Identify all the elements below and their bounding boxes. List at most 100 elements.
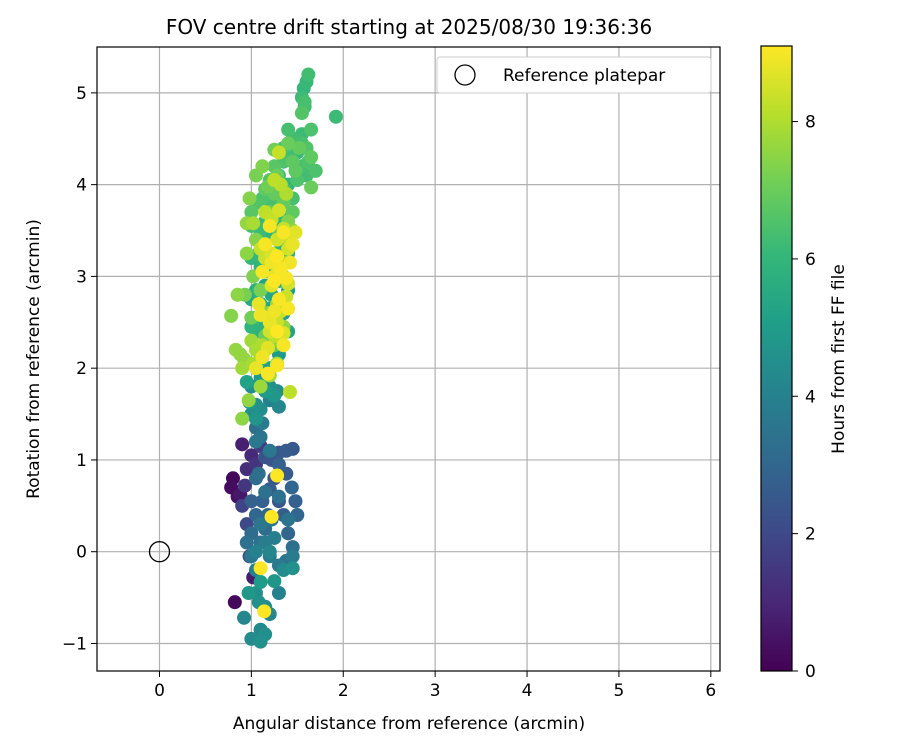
- data-point: [248, 411, 263, 426]
- data-point: [253, 379, 268, 394]
- chart-title: FOV centre drift starting at 2025/08/30 …: [166, 15, 652, 39]
- data-point: [304, 122, 319, 137]
- data-point: [271, 292, 286, 307]
- data-point: [241, 586, 256, 600]
- data-point: [244, 205, 259, 220]
- data-point: [292, 140, 307, 155]
- data-point: [271, 399, 286, 414]
- x-tick-label: 0: [154, 681, 165, 701]
- data-point: [284, 480, 299, 495]
- data-point: [271, 457, 286, 472]
- colorbar-tick-label: 4: [805, 387, 816, 407]
- data-point: [271, 145, 286, 160]
- data-point: [244, 494, 259, 509]
- data-point: [267, 173, 282, 188]
- colorbar-tick-label: 2: [805, 525, 816, 545]
- data-point: [281, 136, 296, 151]
- data-point: [253, 517, 268, 532]
- reference-point: [148, 541, 171, 563]
- colorbar-label: Hours from first FF file: [829, 264, 849, 454]
- data-point: [239, 535, 254, 550]
- data-point: [248, 361, 263, 376]
- data-point: [235, 411, 250, 426]
- data-point: [248, 544, 263, 559]
- data-point: [271, 489, 286, 504]
- data-point: [258, 237, 273, 252]
- grid-lines: [97, 47, 720, 671]
- data-point: [281, 526, 296, 541]
- data-point: [227, 595, 242, 610]
- data-point: [282, 385, 297, 400]
- data-point: [228, 342, 243, 357]
- x-tick-label: 3: [430, 681, 441, 701]
- data-point: [253, 561, 268, 576]
- data-point: [288, 225, 303, 240]
- data-point: [253, 283, 268, 298]
- data-point: [285, 561, 300, 576]
- data-point: [270, 249, 285, 264]
- data-point: [262, 443, 277, 458]
- data-point: [270, 358, 285, 373]
- y-tick-label: 5: [76, 84, 87, 104]
- data-point: [294, 106, 309, 121]
- data-point: [260, 366, 275, 381]
- colorbar-ticks: 0 2 4 6 8: [792, 113, 816, 682]
- x-tick-label: 5: [614, 681, 625, 701]
- data-point: [230, 287, 245, 302]
- data-point: [281, 301, 296, 316]
- legend-reference-label: Reference platepar: [503, 66, 665, 86]
- data-point: [255, 159, 270, 174]
- data-point: [328, 109, 343, 124]
- x-tick-label: 6: [705, 681, 716, 701]
- data-point: [301, 67, 316, 82]
- data-point: [276, 225, 291, 240]
- data-point: [242, 191, 257, 206]
- data-point: [267, 274, 282, 288]
- data-point: [288, 494, 303, 509]
- data-point: [264, 509, 279, 524]
- legend-box: [436, 56, 712, 94]
- legend-reference-marker: [454, 64, 476, 86]
- data-point: [237, 610, 252, 625]
- x-axis-label: Angular distance from reference (arcmin): [233, 714, 585, 734]
- colorbar-tick-label: 6: [805, 250, 816, 270]
- data-point: [258, 485, 273, 500]
- data-point: [270, 324, 285, 339]
- data-point: [281, 512, 296, 527]
- colorbar-tick-label: 8: [805, 113, 816, 133]
- data-point: [308, 163, 323, 178]
- data-point: [276, 338, 291, 353]
- data-point: [257, 604, 272, 619]
- data-point: [235, 437, 250, 452]
- y-tick-label: 3: [76, 267, 87, 287]
- data-point: [285, 237, 300, 252]
- data-point: [224, 308, 239, 323]
- x-tick-label: 2: [338, 681, 349, 701]
- y-tick-label: 4: [76, 176, 87, 196]
- data-point: [248, 434, 263, 449]
- data-point: [267, 530, 282, 545]
- data-point: [279, 443, 294, 458]
- data-point: [304, 150, 319, 165]
- legend: Reference platepar: [436, 56, 712, 94]
- data-point: [281, 122, 296, 137]
- data-point: [253, 307, 268, 322]
- data-point: [273, 262, 288, 277]
- data-point: [253, 634, 268, 649]
- y-tick-label: 1: [76, 451, 87, 471]
- data-point: [304, 180, 319, 195]
- data-point: [271, 203, 286, 218]
- data-point: [271, 586, 286, 600]
- data-point: [237, 478, 252, 493]
- plot-area-frame: [96, 46, 721, 672]
- x-tick-label: 1: [246, 681, 257, 701]
- y-axis-ticks: −1 0 1 2 3 4 5: [62, 84, 97, 654]
- data-point: [241, 393, 256, 408]
- data-point: [262, 218, 277, 233]
- data-points: [224, 67, 343, 649]
- colorbar-tick-label: 0: [805, 662, 816, 682]
- y-tick-label: 2: [76, 359, 87, 379]
- y-tick-label: 0: [76, 543, 87, 563]
- data-point: [285, 154, 300, 169]
